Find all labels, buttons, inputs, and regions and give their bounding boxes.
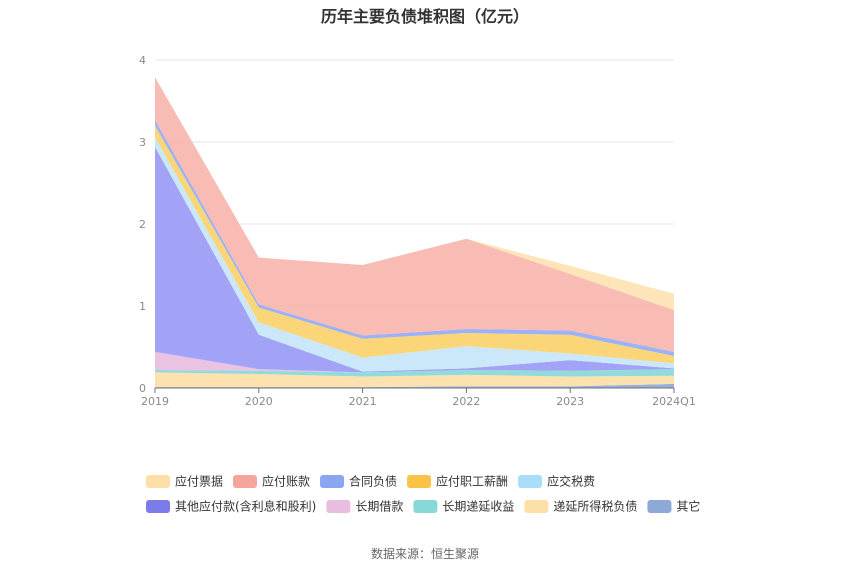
legend-swatch — [647, 500, 672, 513]
area-2 — [155, 369, 674, 377]
x-tick-label: 2023 — [556, 395, 584, 408]
legend-item: 合同负债 — [320, 474, 397, 489]
area-series — [155, 77, 674, 388]
legend-swatch — [524, 500, 549, 513]
y-tick-label: 1 — [139, 300, 146, 313]
area-9 — [155, 77, 674, 311]
legend-item: 递延所得税负债 — [524, 499, 637, 514]
legend-label: 应付职工薪酬 — [436, 474, 508, 489]
legend-item: 长期借款 — [326, 500, 403, 514]
legend-item: 应付票据 — [146, 474, 223, 489]
legend-item: 其他应付款(含利息和股利) — [146, 499, 316, 514]
legend-swatch — [407, 475, 432, 488]
legend-item: 应交税费 — [518, 474, 595, 489]
y-tick-label: 0 — [139, 382, 146, 395]
area-4 — [155, 146, 674, 373]
y-tick-label: 2 — [139, 218, 146, 231]
x-tick-label: 2024Q1 — [652, 395, 696, 408]
data-source: 数据来源：恒生聚源 — [370, 547, 479, 561]
legend-label: 长期借款 — [355, 500, 403, 514]
legend-label: 其他应付款(含利息和股利) — [175, 499, 316, 514]
legend-label: 应付票据 — [175, 474, 223, 489]
legend-label: 其它 — [676, 499, 700, 514]
chart-title: 历年主要负债堆积图（亿元） — [320, 7, 529, 26]
legend-swatch — [146, 500, 170, 513]
x-tick-label: 2021 — [349, 395, 377, 408]
axes: 0 1 2 3 4 2019 2020 2021 2022 2023 2024Q1 — [139, 54, 696, 408]
legend-swatch — [413, 500, 438, 513]
legend-item: 其它 — [647, 499, 700, 514]
area-8 — [155, 77, 674, 352]
legend-label: 应交税费 — [547, 474, 595, 489]
x-tick-label: 2019 — [141, 395, 169, 408]
legend-swatch — [326, 500, 351, 513]
legend-swatch — [518, 475, 543, 488]
x-tick-label: 2020 — [245, 395, 273, 408]
legend-label: 合同负债 — [349, 474, 397, 489]
area-0 — [155, 383, 674, 388]
legend-swatch — [233, 475, 258, 488]
legend-item: 应付职工薪酬 — [407, 474, 508, 489]
y-tick-label: 3 — [139, 136, 146, 149]
x-tick-label: 2022 — [452, 395, 480, 408]
legend-item: 长期递延收益 — [413, 500, 514, 514]
legend-swatch — [146, 475, 170, 488]
legend-label: 应付账款 — [262, 474, 310, 489]
legend-label: 长期递延收益 — [442, 500, 514, 514]
legend-label: 递延所得税负债 — [553, 499, 637, 514]
legend-item: 应付账款 — [233, 474, 310, 489]
y-tick-label: 4 — [139, 54, 146, 67]
legend-swatch — [320, 475, 345, 488]
area-1 — [155, 372, 674, 388]
